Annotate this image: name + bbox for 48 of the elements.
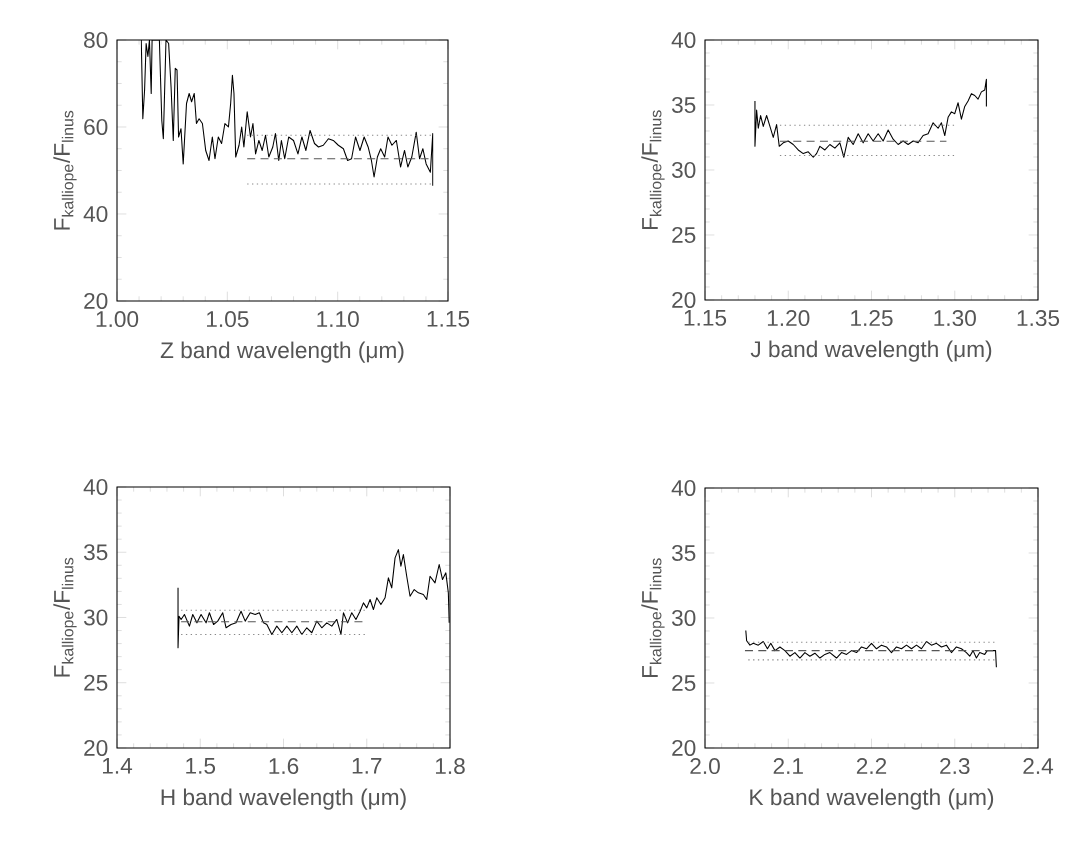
x-tick-label: 2.0 [690,758,720,775]
x-tick-label: 1.15 [684,310,727,326]
y-tick-label: 20 [672,739,696,757]
y-tick-label: 35 [83,544,108,561]
y-tick-label: 60 [84,118,108,136]
x-tick-label: 1.8 [435,758,465,775]
y-tick-label: 40 [671,31,696,49]
x-tick-label: 1.15 [427,311,470,327]
y-tick-label: 80 [84,31,108,49]
y-tick-label: 30 [83,609,108,626]
y-tick-label: 40 [83,205,108,223]
x-tick-label: 2.1 [773,758,803,774]
y-tick-label: 30 [671,161,696,179]
x-tick-label: 1.30 [934,310,976,327]
y-tick-label: 40 [83,478,108,496]
x-tick-label: 1.5 [186,758,216,774]
x-tick-label: 1.05 [207,311,249,328]
x-tick-label: 1.25 [851,310,893,327]
y-tick-label: 20 [672,291,696,309]
x-tick-label: 2.4 [1023,758,1054,774]
y-tick-label: 35 [671,544,696,562]
line-series [745,629,997,668]
y-tick-label: 30 [671,609,696,627]
y-tick-label: 35 [671,96,696,114]
y-tick-label: 20 [84,292,108,310]
y-axis-title: F$_{kalliope}$/F$_{linus}$ [53,110,77,230]
x-tick-label: 1.00 [96,311,139,328]
x-axis-title: Z band wavelength (μm) [160,341,404,363]
y-tick-label: 25 [672,674,696,692]
x-axis-title: J band wavelength (μm) [750,340,992,362]
y-tick-label: 25 [84,674,108,691]
x-tick-label: 2.3 [940,758,970,775]
y-axis-title: F$_{kalliope}$/F$_{linus}$ [641,110,665,230]
x-tick-label: 1.10 [317,311,359,328]
x-axis-title: K band wavelength (μm) [750,788,994,810]
line-series [754,78,987,158]
y-tick-label: 40 [671,479,696,497]
y-axis-title: F$_{kalliope}$/F$_{linus}$ [53,557,77,677]
x-tick-label: 2.2 [856,758,887,774]
x-tick-label: 1.4 [102,758,133,774]
x-tick-label: 1.35 [1017,310,1060,327]
x-axis-title: H band wavelength (μm) [161,788,406,810]
y-tick-label: 25 [672,226,696,244]
y-tick-label: 20 [84,739,108,757]
x-tick-label: 1.7 [352,758,382,774]
x-tick-label: 1.20 [767,310,810,327]
y-axis-title: F$_{kalliope}$/F$_{linus}$ [641,558,665,677]
x-tick-label: 1.6 [269,758,299,775]
